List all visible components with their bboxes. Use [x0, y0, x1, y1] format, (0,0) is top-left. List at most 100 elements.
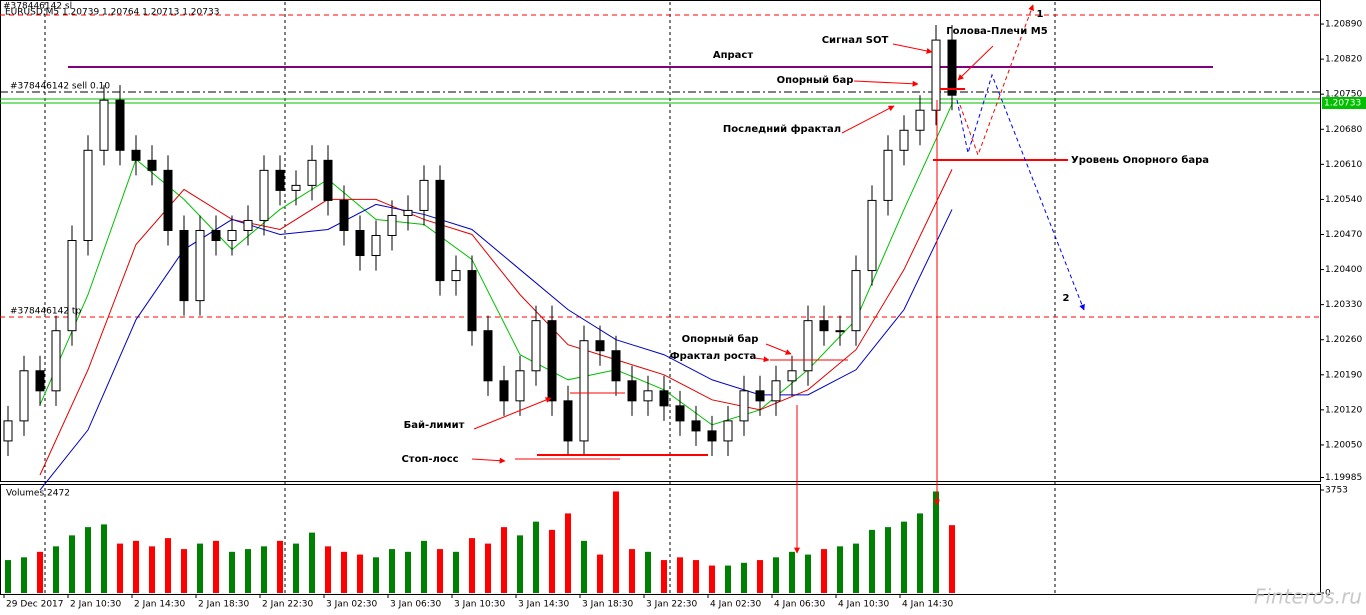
candle-body	[627, 380, 637, 402]
candle-body	[803, 320, 813, 372]
annotation: 1	[1037, 9, 1044, 20]
annotation: Опорный бар	[777, 74, 854, 86]
candle-body	[659, 390, 669, 407]
y-tick-label: 1.20330	[1325, 300, 1362, 310]
order-sell-label: #378446142 sell 0.10	[10, 82, 110, 92]
volume-bar	[405, 551, 411, 593]
candle-body	[387, 214, 397, 236]
x-tick-label: 3 Jan 22:30	[646, 600, 698, 610]
candle-body	[339, 199, 349, 231]
volume-bar	[597, 554, 603, 593]
volume-bar	[69, 535, 75, 593]
moving-average	[39, 104, 953, 426]
candle-body	[19, 370, 29, 422]
candle-body	[3, 420, 13, 442]
volume-bar	[709, 565, 715, 593]
candle-body	[835, 330, 845, 333]
volume-bar	[341, 551, 347, 593]
candle-body	[531, 320, 541, 372]
candle-body	[899, 129, 909, 151]
volume-bar	[581, 540, 587, 593]
y-tick-label: 1.20540	[1325, 195, 1362, 205]
volume-bar	[725, 565, 731, 593]
moving-average	[39, 169, 953, 476]
x-tick-label: 2 Jan 22:30	[262, 600, 314, 610]
candle-body	[179, 229, 189, 302]
volume-bar	[917, 513, 923, 593]
volume-bar	[309, 532, 315, 593]
candle-body	[307, 159, 317, 186]
volume-bar	[389, 549, 395, 593]
order-lines	[0, 14, 1320, 318]
volume-bar	[53, 546, 59, 593]
volume-bar	[229, 551, 235, 593]
volume-bar	[821, 549, 827, 593]
candle-body	[227, 229, 237, 242]
x-tick-label: 3 Jan 06:30	[390, 600, 442, 610]
volume-bar	[613, 491, 619, 593]
candle-body	[211, 229, 221, 242]
separators	[44, 2, 1056, 594]
candle-body	[259, 169, 269, 221]
volume-bar	[885, 527, 891, 593]
volume-bar	[421, 540, 427, 593]
candle-body	[675, 405, 685, 422]
candle-body	[611, 350, 621, 382]
volume-bar	[469, 538, 475, 593]
volume-bar	[869, 529, 875, 593]
axes: 1.20890 1.20820 1.20750 1.20680 1.20610 1.205…	[3, 20, 1362, 610]
y-tick-label: 1.20190	[1325, 370, 1362, 380]
candle-body	[739, 390, 749, 422]
candle-body	[787, 370, 797, 382]
x-tick-label: 4 Jan 14:30	[902, 600, 954, 610]
candle-body	[451, 270, 461, 282]
annotations: Апраст Сигнал SOT Голова-Плечи M5 Опорны…	[401, 9, 1209, 465]
annotation: Голова-Плечи M5	[946, 26, 1047, 37]
volume-bar	[565, 513, 571, 593]
volume-bar	[117, 543, 123, 593]
volume-bar	[293, 543, 299, 593]
frame	[0, 0, 1321, 595]
volume-bar	[805, 554, 811, 593]
candle-body	[595, 340, 605, 352]
volume-bar	[773, 557, 779, 593]
volume-bar	[645, 551, 651, 593]
volume-bar	[693, 560, 699, 593]
y-tick-label: 1.20680	[1325, 125, 1362, 135]
y-tick-label: 1.20610	[1325, 160, 1362, 170]
y-tick-label: 1.20470	[1325, 230, 1362, 240]
candle-body	[131, 149, 141, 161]
volume-bar	[949, 525, 955, 593]
candle-body	[947, 39, 957, 96]
order-sl-label: #378446142 sl	[3, 2, 72, 12]
annotation: Стоп-лосс	[401, 454, 458, 465]
candle-body	[99, 99, 109, 151]
candle-body	[883, 149, 893, 201]
annotation: Фрактал роста	[670, 351, 756, 362]
drawings	[471, 4, 1085, 554]
y-tick-label: 1.20750	[1325, 90, 1362, 100]
volume-bar	[933, 491, 939, 593]
volume-bar	[213, 540, 219, 593]
candle-body	[419, 179, 429, 211]
annotation: Сигнал SOT	[822, 35, 889, 46]
volume-bar	[261, 546, 267, 593]
volume-bar	[245, 549, 251, 593]
volume-bar	[437, 549, 443, 593]
candle-body	[915, 109, 925, 131]
volume-bar	[37, 551, 43, 593]
volume-bar	[501, 527, 507, 593]
candle-body	[291, 184, 301, 191]
volume-bar	[325, 546, 331, 593]
chart-header: EURUSD,M5 1.20739 1.20764 1.20713 1.2073…	[5, 8, 219, 18]
volume-bar	[101, 524, 107, 593]
current-price-label: 1.20733	[1324, 99, 1361, 109]
volume-title: Volumes 2472	[6, 489, 70, 499]
candle-body	[867, 199, 877, 272]
candle-body	[243, 219, 253, 231]
y-tick-label: 3753	[1325, 486, 1348, 496]
volume-bar	[85, 527, 91, 593]
volume-bar	[21, 557, 27, 593]
candle-body	[467, 270, 477, 332]
